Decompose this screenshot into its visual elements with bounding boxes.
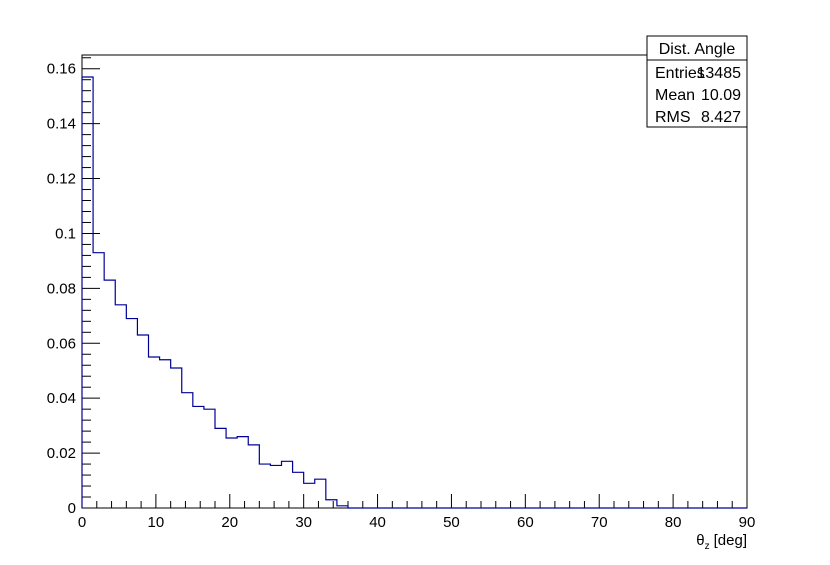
histogram-line — [81, 76, 747, 509]
x-tick-label: 30 — [295, 514, 312, 531]
stats-entries-value: 13485 — [697, 65, 742, 82]
y-tick-label: 0.06 — [47, 335, 76, 352]
x-axis-title-subscript: z — [705, 541, 710, 552]
y-tick-label: 0.02 — [47, 445, 76, 462]
x-tick-label: 50 — [443, 514, 460, 531]
x-tick-label: 70 — [591, 514, 608, 531]
stats-box-title: Dist. Angle — [659, 41, 736, 58]
x-tick-label: 20 — [221, 514, 238, 531]
stats-mean-label: Mean — [655, 87, 695, 104]
x-tick-label: 60 — [517, 514, 534, 531]
x-axis-title-unit: [deg] — [714, 532, 747, 549]
stats-mean-value: 10.09 — [701, 87, 741, 104]
y-tick-label: 0.04 — [47, 390, 76, 407]
y-tick-label: 0.08 — [47, 280, 76, 297]
x-tick-label: 10 — [148, 514, 165, 531]
x-axis: 0 10 20 30 40 50 60 70 80 90 — [78, 494, 756, 531]
y-axis: 0 0.02 0.04 0.06 0.08 0.1 0.12 0.14 0.16 — [47, 57, 100, 517]
stats-box: Dist. Angle Entries 13485 Mean 10.09 RMS… — [646, 35, 748, 128]
x-tick-label: 0 — [78, 514, 86, 531]
x-tick-label: 40 — [369, 514, 386, 531]
stats-box-frame — [646, 35, 748, 128]
x-axis-title-symbol: θ — [696, 532, 704, 549]
x-axis-title: θz [deg] — [696, 532, 747, 552]
x-tick-label: 80 — [665, 514, 682, 531]
stats-rms-value: 8.427 — [701, 109, 741, 126]
y-tick-label: 0 — [68, 500, 76, 517]
stats-rms-label: RMS — [655, 109, 691, 126]
y-tick-label: 0.16 — [47, 61, 76, 78]
y-tick-label: 0.12 — [47, 171, 76, 188]
x-tick-label: 90 — [739, 514, 756, 531]
y-tick-label: 0.14 — [47, 116, 76, 133]
y-tick-label: 0.1 — [55, 225, 76, 242]
stats-entries-label: Entries — [655, 65, 705, 82]
